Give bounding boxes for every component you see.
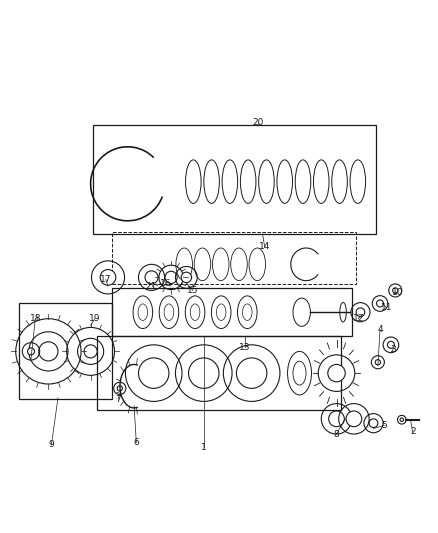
Text: 7: 7 — [115, 395, 121, 403]
Text: 21: 21 — [146, 281, 157, 290]
Text: 12: 12 — [353, 314, 364, 323]
Bar — [113, 232, 356, 284]
Text: 8: 8 — [334, 430, 339, 439]
Circle shape — [28, 348, 35, 355]
Circle shape — [145, 271, 158, 284]
Circle shape — [165, 271, 177, 284]
Text: 10: 10 — [392, 288, 403, 297]
Circle shape — [356, 308, 365, 317]
Text: 14: 14 — [259, 243, 270, 252]
Circle shape — [138, 358, 169, 389]
Text: 6: 6 — [134, 438, 139, 447]
Circle shape — [328, 411, 344, 426]
Text: 17: 17 — [100, 275, 112, 284]
Text: 1: 1 — [201, 442, 207, 451]
Text: 3: 3 — [390, 345, 396, 354]
Bar — [19, 303, 113, 399]
Circle shape — [237, 358, 267, 389]
Circle shape — [392, 288, 398, 293]
Bar — [113, 288, 352, 336]
Text: 16: 16 — [160, 279, 172, 288]
Text: 20: 20 — [252, 118, 264, 127]
Circle shape — [375, 360, 381, 365]
Circle shape — [369, 419, 378, 427]
Circle shape — [188, 358, 219, 389]
Circle shape — [100, 270, 116, 285]
Text: 19: 19 — [89, 314, 101, 323]
Text: 13: 13 — [239, 343, 251, 352]
Circle shape — [377, 300, 384, 307]
Circle shape — [400, 418, 403, 422]
Text: 9: 9 — [49, 440, 54, 449]
Text: 2: 2 — [410, 427, 416, 437]
Text: 4: 4 — [377, 325, 383, 334]
Circle shape — [346, 411, 362, 426]
Circle shape — [117, 386, 122, 391]
Text: 11: 11 — [381, 303, 392, 312]
Text: 15: 15 — [187, 286, 199, 295]
Circle shape — [39, 342, 58, 361]
Circle shape — [388, 341, 394, 349]
Text: 5: 5 — [381, 421, 387, 430]
Text: 18: 18 — [30, 314, 41, 323]
Circle shape — [328, 365, 345, 382]
Circle shape — [84, 345, 97, 358]
Circle shape — [181, 272, 191, 282]
Bar — [93, 125, 376, 234]
Bar — [97, 336, 341, 410]
